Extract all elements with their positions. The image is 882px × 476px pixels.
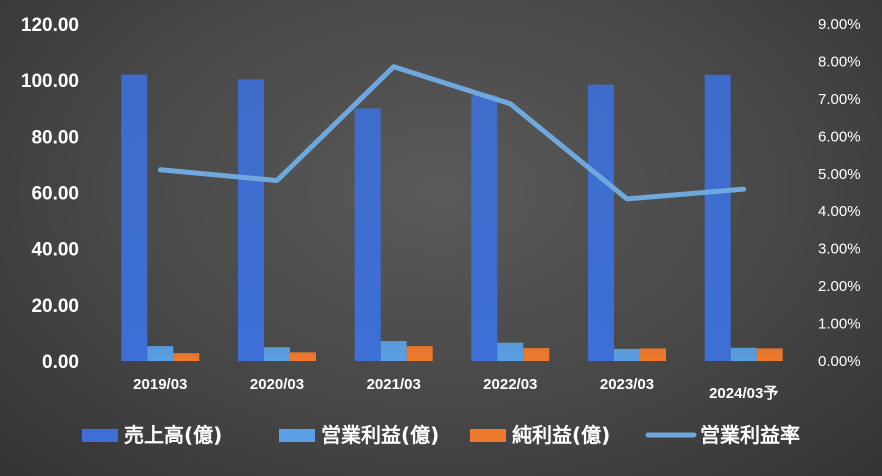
x-tick-label: 2020/03 <box>250 376 304 393</box>
x-tick-label: 2021/03 <box>367 376 421 393</box>
y2-tick-label: 9.00% <box>818 16 861 33</box>
y-tick-label: 60.00 <box>31 184 79 205</box>
y2-tick-label: 0.00% <box>818 353 861 370</box>
bar-1-4 <box>471 95 498 361</box>
x-tick-label: 2019/03 <box>133 376 187 393</box>
bar-3-5 <box>640 348 666 361</box>
bar-2-3 <box>380 341 407 361</box>
y2-tick-label: 2.00% <box>818 278 861 295</box>
y-axis-right: 0.00% 1.00% 2.00% 3.00% 4.00% 5.00% 6.00% 7.00%… <box>818 16 861 370</box>
legend-swatch <box>279 429 315 442</box>
y2-tick-label: 7.00% <box>818 91 861 108</box>
line-series-1 <box>157 64 747 202</box>
x-tick-label: 2024/03予 <box>709 385 778 402</box>
bar-1-3 <box>354 108 381 361</box>
bar-3-6 <box>756 348 783 361</box>
legend: 売上高(億) 営業利益(億) 純利益(億) 営業利益率 <box>82 423 800 447</box>
bars-layer <box>121 74 783 362</box>
y2-tick-label: 8.00% <box>818 53 861 70</box>
y2-tick-label: 6.00% <box>818 128 861 145</box>
bar-3-1 <box>173 353 200 361</box>
bar-2-1 <box>147 346 174 361</box>
legend-label: 営業利益率 <box>700 423 800 447</box>
x-axis: 2019/03 2020/03 2021/03 2022/03 2023/03 2024/… <box>133 376 778 402</box>
y2-tick-label: 3.00% <box>818 241 861 258</box>
y2-tick-label: 4.00% <box>818 203 861 220</box>
y-tick-label: 0.00 <box>42 352 79 373</box>
bar-3-3 <box>406 346 433 361</box>
line-layer <box>157 64 747 202</box>
bar-3-4 <box>523 348 550 361</box>
y-tick-label: 100.00 <box>21 71 79 92</box>
y-axis-left: 0.00 20.00 40.00 60.00 80.00 100.00 120.00 <box>21 15 79 373</box>
legend-swatch <box>82 429 118 442</box>
x-tick-label: 2023/03 <box>600 376 654 393</box>
y2-tick-label: 5.00% <box>818 166 861 183</box>
bar-2-6 <box>730 347 757 361</box>
legend-label: 純利益(億) <box>512 423 610 447</box>
legend-label: 売上高(億) <box>124 423 222 447</box>
y2-tick-label: 1.00% <box>818 316 861 333</box>
legend-label: 営業利益(億) <box>321 423 439 447</box>
y-tick-label: 80.00 <box>31 127 79 148</box>
bar-2-5 <box>614 348 640 361</box>
bar-3-2 <box>290 352 316 361</box>
legend-swatch <box>470 429 506 442</box>
bar-2-4 <box>497 342 524 361</box>
y-tick-label: 120.00 <box>21 15 79 36</box>
x-tick-label: 2022/03 <box>483 376 537 393</box>
y-tick-label: 20.00 <box>31 296 79 317</box>
bar-1-5 <box>588 84 614 361</box>
bar-2-2 <box>264 347 290 361</box>
bar-1-1 <box>121 74 148 361</box>
bar-1-6 <box>704 74 731 362</box>
y-tick-label: 40.00 <box>31 240 79 261</box>
bar-1-2 <box>238 79 264 362</box>
